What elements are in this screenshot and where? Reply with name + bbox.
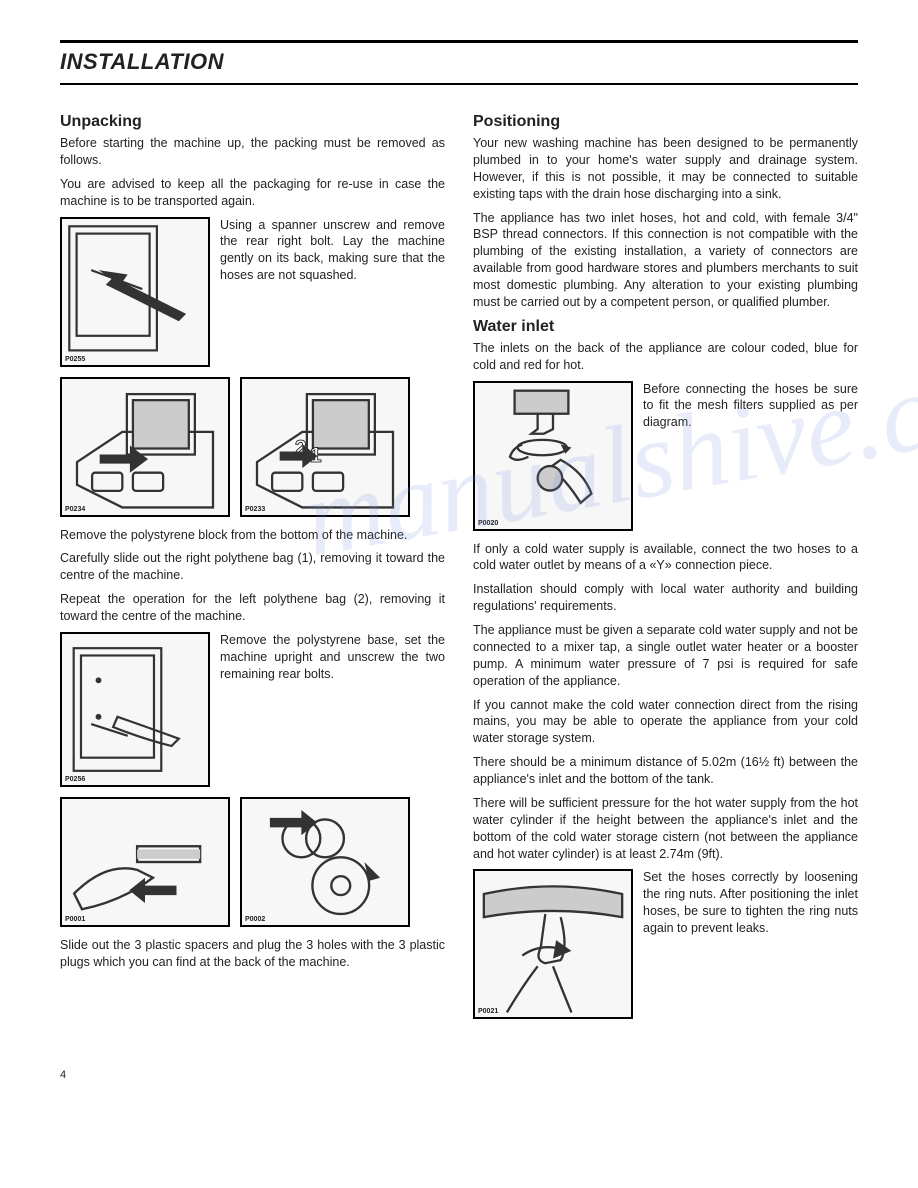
figure-row: P0234 2 1 P0233: [60, 377, 445, 517]
figure-spanner: P0255: [60, 217, 210, 367]
para: Your new washing machine has been design…: [473, 135, 858, 203]
para: Remove the polystyrene block from the bo…: [60, 527, 445, 544]
para: The inlets on the back of the appliance …: [473, 340, 858, 374]
para: If you cannot make the cold water connec…: [473, 697, 858, 748]
para: Slide out the 3 plastic spacers and plug…: [60, 937, 445, 971]
para: Installation should comply with local wa…: [473, 581, 858, 615]
figure-polybag-2: 2 1 P0233: [240, 377, 410, 517]
para: Carefully slide out the right polythene …: [60, 550, 445, 584]
side-text: Using a spanner unscrew and remove the r…: [220, 217, 445, 285]
columns: Unpacking Before starting the machine up…: [60, 107, 858, 1029]
figure-caption: P0234: [65, 506, 85, 513]
figure-row: P0001 P0002: [60, 797, 445, 927]
right-column: Positioning Your new washing machine has…: [473, 107, 858, 1029]
page: manualshive.com INSTALLATION Unpacking B…: [60, 40, 858, 1081]
para: If only a cold water supply is available…: [473, 541, 858, 575]
para: Repeat the operation for the left polyth…: [60, 591, 445, 625]
figure-polybag-1: P0234: [60, 377, 230, 517]
heading-unpacking: Unpacking: [60, 113, 445, 131]
figure-row: P0255 Using a spanner unscrew and remove…: [60, 217, 445, 367]
figure-rear-bolts: P0256: [60, 632, 210, 787]
para: There should be a minimum distance of 5.…: [473, 754, 858, 788]
figure-spacer: P0001: [60, 797, 230, 927]
figure-row: P0256 Remove the polystyrene base, set t…: [60, 632, 445, 787]
heading-positioning: Positioning: [473, 113, 858, 131]
figure-caption: P0255: [65, 356, 85, 363]
side-text: Set the hoses correctly by loosening the…: [643, 869, 858, 937]
side-text: Before connecting the hoses be sure to f…: [643, 381, 858, 432]
heading-water-inlet: Water inlet: [473, 318, 858, 336]
para: There will be sufficient pressure for th…: [473, 795, 858, 863]
title-bar: INSTALLATION: [60, 40, 858, 85]
side-text: Remove the polystyrene base, set the mac…: [220, 632, 445, 683]
para: The appliance must be given a separate c…: [473, 622, 858, 690]
figure-row: P0021 Set the hoses correctly by looseni…: [473, 869, 858, 1019]
para: The appliance has two inlet hoses, hot a…: [473, 210, 858, 311]
figure-caption: P0001: [65, 916, 85, 923]
page-title: INSTALLATION: [60, 49, 224, 75]
figure-caption: P0233: [245, 506, 265, 513]
figure-mesh-filter: P0020: [473, 381, 633, 531]
para: You are advised to keep all the packagin…: [60, 176, 445, 210]
figure-caption: P0002: [245, 916, 265, 923]
figure-caption: P0021: [478, 1008, 498, 1015]
figure-ring-nuts: P0021: [473, 869, 633, 1019]
figure-caption: P0256: [65, 776, 85, 783]
figure-plug: P0002: [240, 797, 410, 927]
figure-caption: P0020: [478, 520, 498, 527]
figure-row: P0020 Before connecting the hoses be sur…: [473, 381, 858, 531]
page-number: 4: [60, 1069, 858, 1081]
left-column: Unpacking Before starting the machine up…: [60, 107, 445, 1029]
para: Before starting the machine up, the pack…: [60, 135, 445, 169]
